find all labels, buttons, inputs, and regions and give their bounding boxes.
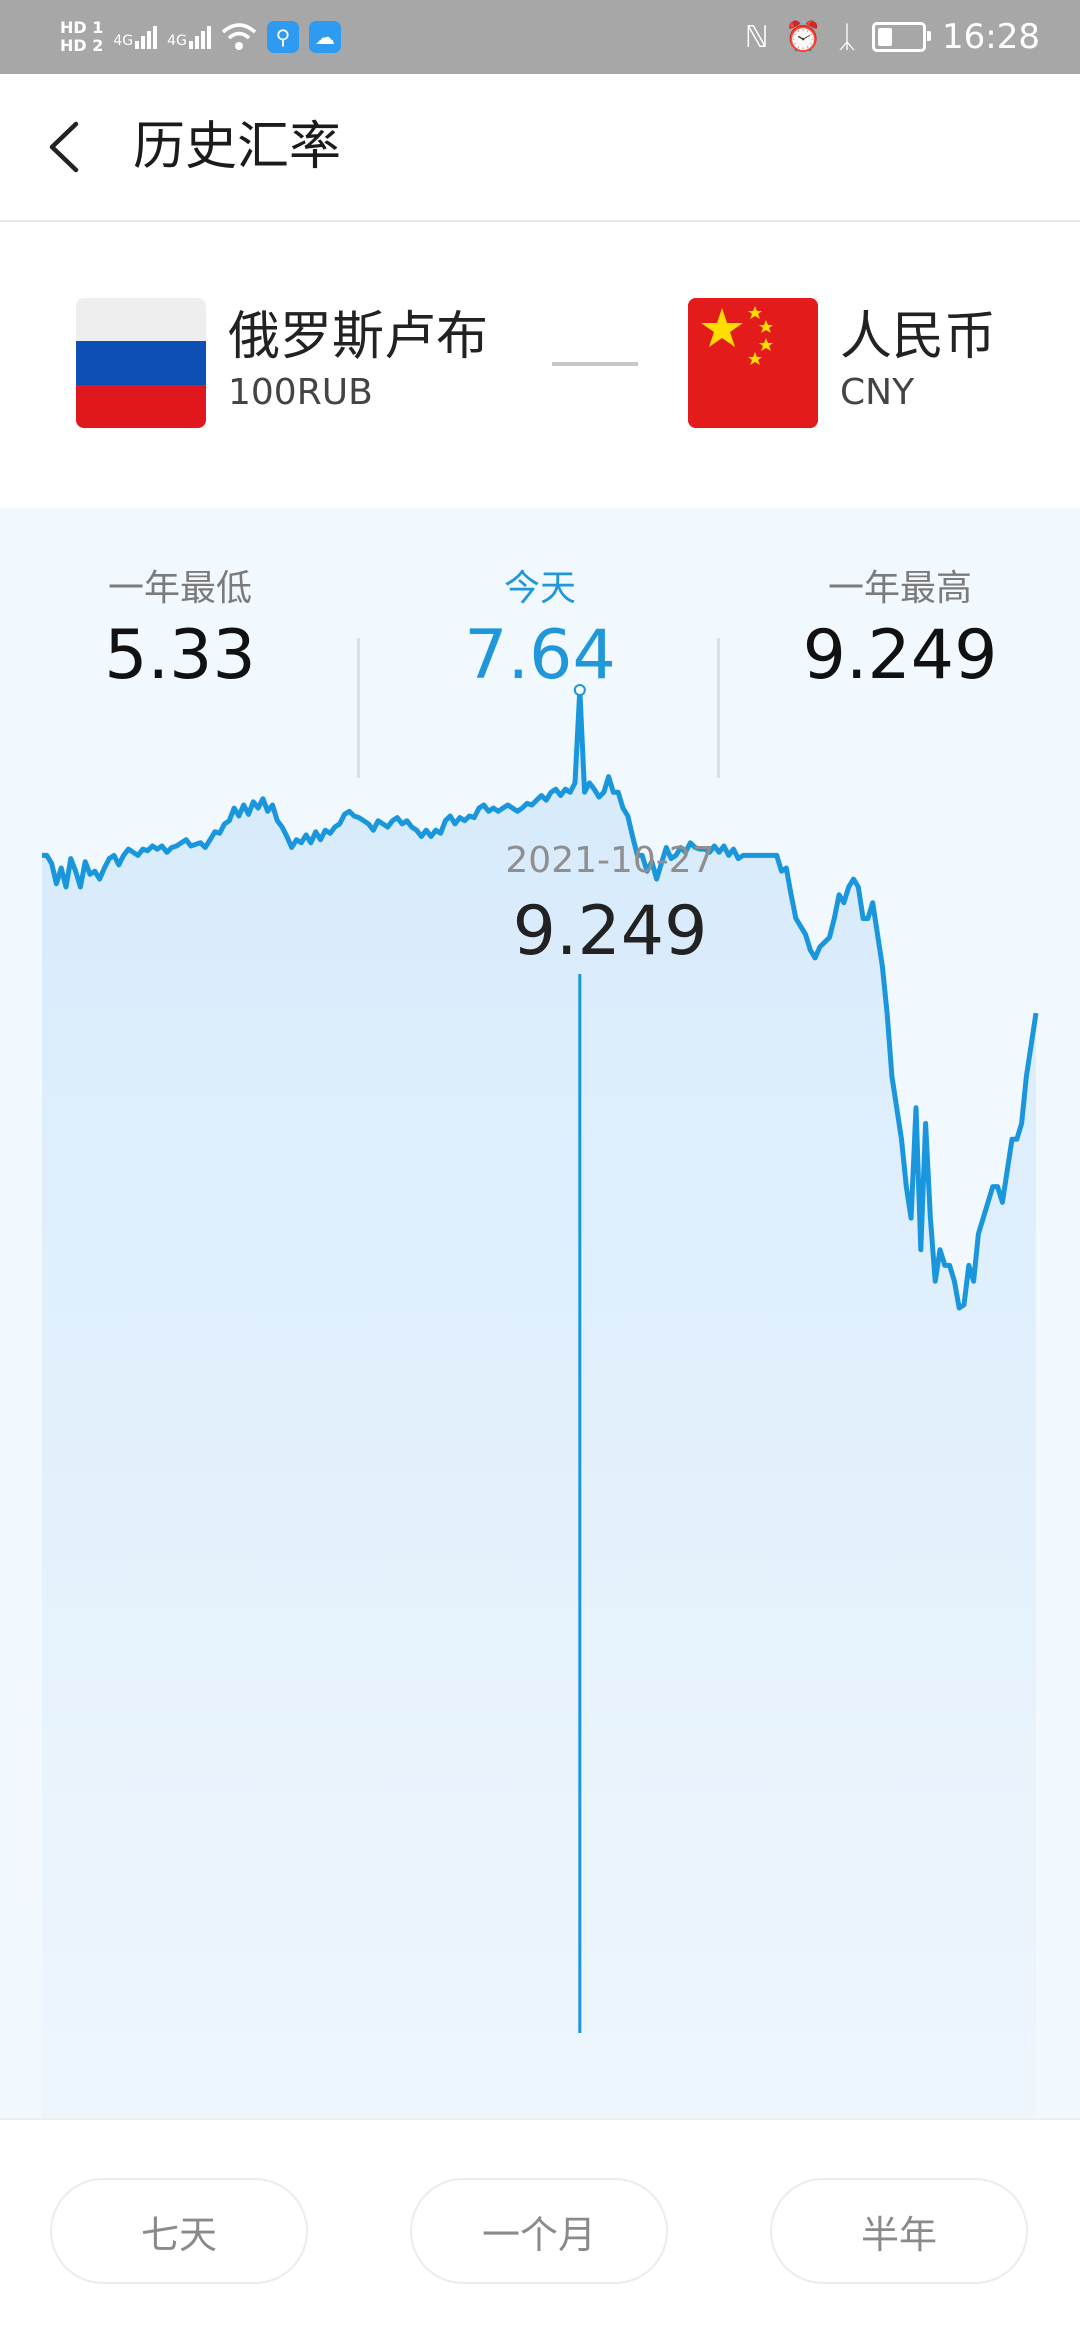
divider — [357, 638, 360, 778]
stat-today-value: 7.64 — [464, 616, 616, 695]
pair-divider — [552, 362, 638, 366]
stats-row: 一年最低 5.33 今天 7.64 一年最高 9.249 — [0, 568, 1080, 778]
to-currency-code: CNY — [840, 372, 915, 413]
from-currency-code: 100RUB — [228, 372, 373, 413]
currency-pair: 俄罗斯卢布 100RUB 人民币 CNY — [0, 222, 1080, 508]
stat-today: 今天 7.64 — [360, 568, 720, 696]
sim-indicator: HD 1 HD 2 — [60, 19, 103, 55]
chart-selected-point — [573, 684, 586, 696]
network-2-label: 4G — [167, 32, 187, 49]
selected-value: 9.249 — [512, 892, 708, 971]
chart-series-line — [42, 687, 1039, 1311]
alarm-icon: ⏰ — [784, 19, 823, 55]
page-title: 历史汇率 — [133, 117, 342, 177]
stat-today-label: 今天 — [503, 568, 576, 609]
wifi-icon — [221, 23, 257, 50]
bluetooth-icon: ᛣ — [838, 19, 857, 55]
range-1m-button[interactable]: 一个月 — [410, 2178, 668, 2284]
cloud-app-icon: ☁ — [308, 21, 341, 53]
battery-icon — [872, 22, 932, 52]
russia-flag-icon[interactable] — [76, 298, 206, 428]
chevron-left-icon[interactable] — [40, 114, 90, 180]
stat-low-value: 5.33 — [104, 616, 256, 695]
signal-1-icon: 4G — [113, 25, 158, 49]
network-1-label: 4G — [113, 32, 134, 49]
stat-year-high: 一年最高 9.249 — [720, 568, 1080, 696]
range-7d-button[interactable]: 七天 — [50, 2178, 308, 2284]
to-currency-name[interactable]: 人民币 — [840, 307, 997, 367]
china-flag-icon[interactable] — [688, 298, 818, 428]
search-app-icon: ⚲ — [266, 21, 299, 53]
signal-2-icon: 4G — [167, 25, 211, 49]
chart-panel: 一年最低 5.33 今天 7.64 一年最高 9.249 2021-10-27 … — [0, 508, 1080, 2118]
range-6m-button[interactable]: 半年 — [770, 2178, 1028, 2284]
status-bar: HD 1 HD 2 4G 4G ⚲ ☁ ℕ ⏰ ᛣ 16:28 — [0, 0, 1080, 74]
stat-year-low: 一年最低 5.33 — [0, 568, 360, 696]
range-selector: 七天 一个月 半年 — [0, 2118, 1080, 2342]
stat-high-label: 一年最高 — [827, 568, 972, 609]
nfc-icon: ℕ — [744, 19, 769, 55]
clock: 16:28 — [942, 17, 1040, 57]
chart-area-fill — [42, 690, 1036, 2118]
selected-date: 2021-10-27 — [505, 840, 715, 881]
app-header: 历史汇率 — [0, 74, 1080, 222]
from-currency-name[interactable]: 俄罗斯卢布 — [228, 307, 489, 367]
sim1-label: HD 1 — [60, 18, 104, 37]
sim2-label: HD 2 — [60, 36, 104, 55]
battery-level — [878, 28, 893, 46]
rate-chart[interactable] — [0, 508, 1080, 2118]
divider — [717, 638, 720, 778]
stat-low-label: 一年最低 — [107, 568, 252, 609]
stat-high-value: 9.249 — [802, 616, 998, 695]
